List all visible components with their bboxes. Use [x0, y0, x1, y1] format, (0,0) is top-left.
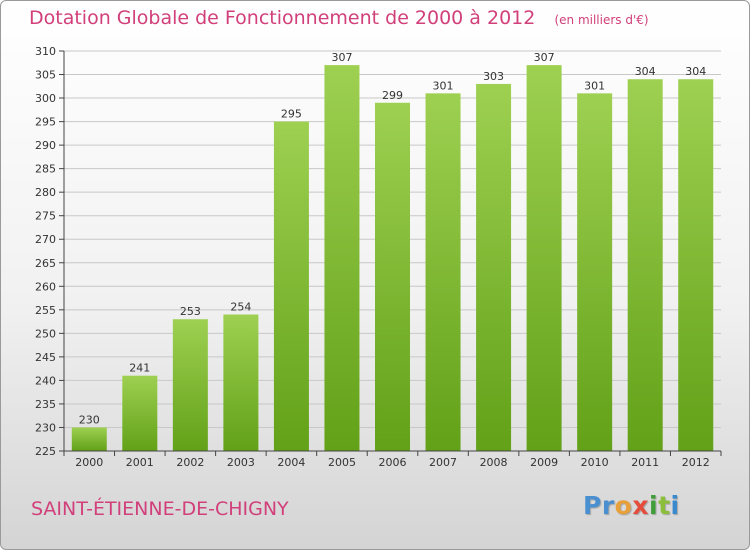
data-label: 307 [534, 51, 555, 64]
x-tick-label: 2011 [631, 456, 659, 469]
data-label: 230 [79, 413, 100, 426]
logo-letter: i [670, 491, 680, 520]
data-label: 304 [685, 65, 706, 78]
y-tick-label: 255 [35, 304, 56, 317]
x-tick-label: 2005 [328, 456, 356, 469]
y-tick-label: 300 [35, 92, 56, 105]
y-tick-label: 290 [35, 139, 56, 152]
y-tick-label: 230 [35, 421, 56, 434]
x-tick-label: 2002 [176, 456, 204, 469]
logo-letter: o [614, 491, 633, 520]
x-tick-label: 2008 [480, 456, 508, 469]
y-axis: 225 230 235 240 245 250 255 260 265 270 275 280 285 2… [35, 45, 64, 458]
chart-unit: (en milliers d'€) [554, 13, 649, 27]
commune-name: SAINT-ÉTIENNE-DE-CHIGNY [31, 498, 289, 520]
data-label: 295 [281, 108, 302, 121]
x-tick-label: 2000 [75, 456, 103, 469]
logo-letter: i [649, 491, 659, 520]
data-label: 303 [483, 70, 504, 83]
x-tick-label: 2003 [227, 456, 255, 469]
bar-2009 [526, 65, 562, 451]
logo-letter: P [583, 491, 602, 520]
bar-2004 [273, 121, 309, 452]
x-tick-label: 2004 [277, 456, 305, 469]
y-tick-label: 245 [35, 351, 56, 364]
x-tick-label: 2009 [530, 456, 558, 469]
logo-letter: x [632, 491, 649, 520]
logo-letter: t [658, 491, 671, 520]
data-label: 299 [382, 89, 403, 102]
bar-2006 [375, 102, 410, 451]
data-label: 307 [331, 51, 352, 64]
data-label: 254 [230, 301, 251, 314]
data-label: 301 [584, 79, 605, 92]
data-label: 301 [433, 79, 454, 92]
y-tick-label: 250 [35, 327, 56, 340]
data-label: 253 [180, 305, 201, 318]
x-tick-label: 2006 [379, 456, 407, 469]
bar-2001 [122, 375, 158, 451]
bar-2003 [223, 314, 259, 451]
y-tick-label: 310 [35, 45, 56, 58]
y-tick-label: 265 [35, 257, 56, 270]
bar-2012 [678, 79, 714, 451]
x-tick-label: 2012 [682, 456, 710, 469]
y-tick-label: 260 [35, 280, 56, 293]
y-tick-label: 275 [35, 210, 56, 223]
y-tick-label: 240 [35, 374, 56, 387]
y-tick-label: 305 [35, 69, 56, 82]
bar-2000 [71, 427, 107, 451]
bar-2008 [476, 83, 512, 452]
data-label: 304 [635, 65, 656, 78]
bar-2002 [172, 319, 208, 451]
y-tick-label: 235 [35, 398, 56, 411]
bar-2005 [324, 65, 360, 451]
y-tick-label: 225 [35, 445, 56, 458]
bar-2007 [425, 93, 461, 452]
x-axis: 2000 2001 2002 2003 2004 2005 2006 2007 2008 2009… [63, 451, 722, 469]
x-tick-label: 2010 [581, 456, 609, 469]
bars: 230 241 253 254 295 307 299 301 303 307 301 304 304 [71, 51, 714, 452]
chart-title: Dotation Globale de Fonctionnement de 20… [29, 7, 536, 29]
y-tick-label: 270 [35, 233, 56, 246]
proxiti-logo: Proxiti [583, 491, 680, 520]
y-tick-label: 285 [35, 163, 56, 176]
x-tick-label: 2007 [429, 456, 457, 469]
x-tick-label: 2001 [126, 456, 154, 469]
bar-2011 [627, 79, 663, 451]
y-tick-label: 295 [35, 116, 56, 129]
y-tick-label: 280 [35, 186, 56, 199]
data-label: 241 [129, 362, 150, 375]
title-row: Dotation Globale de Fonctionnement de 20… [29, 7, 649, 29]
logo-letter: r [601, 491, 615, 520]
bar-2010 [577, 93, 613, 452]
